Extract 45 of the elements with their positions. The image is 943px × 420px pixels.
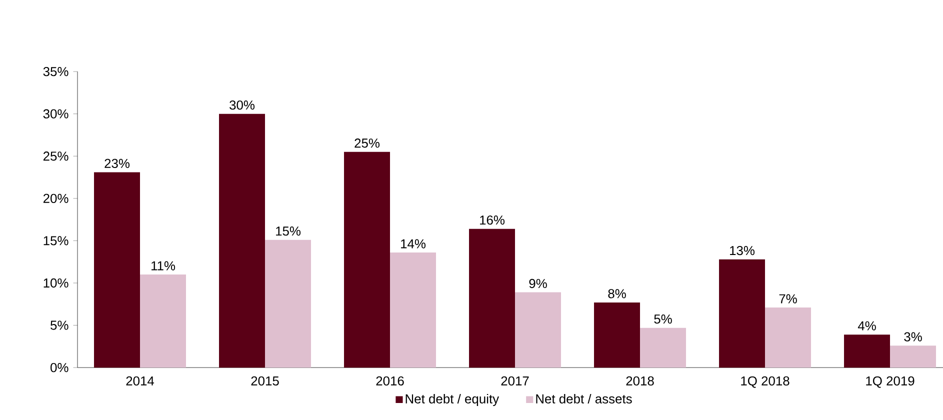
data-label: 11% (152, 261, 176, 270)
x-tick-label: 1Q 2018 (741, 376, 790, 388)
data-label: 3% (904, 332, 922, 342)
y-tick-label: 15% (44, 236, 68, 246)
bar (844, 334, 890, 368)
data-label: 7% (779, 294, 797, 304)
x-tick-label: 2015 (251, 376, 279, 386)
y-tick-label: 20% (43, 194, 68, 204)
x-tick-label: 1Q 2019 (866, 376, 914, 388)
data-label: 9% (529, 278, 547, 288)
bar (390, 252, 436, 368)
legend-label: Net debt / assets (536, 394, 632, 404)
data-label: 13% (730, 246, 755, 256)
bar (719, 259, 766, 368)
bar (94, 172, 140, 368)
bar (469, 228, 516, 368)
data-label: 25% (354, 138, 380, 148)
bar (219, 114, 266, 368)
y-tick-label: 10% (44, 278, 68, 288)
legend-label: Net debt / equity (406, 394, 500, 406)
y-tick-label: 5% (50, 320, 68, 330)
y-tick-label: 35% (43, 66, 68, 76)
data-label: 4% (858, 321, 876, 330)
data-label: 5% (654, 314, 672, 324)
bar (890, 346, 936, 368)
data-label: 23% (104, 158, 130, 168)
x-tick-label: 2018 (626, 376, 654, 386)
bar (515, 292, 562, 368)
bar (265, 240, 312, 368)
bar (594, 302, 640, 368)
bar (640, 328, 686, 368)
bar (344, 152, 390, 368)
data-label: 8% (608, 289, 626, 298)
bar (140, 274, 186, 368)
y-tick-label: 0% (50, 362, 68, 372)
y-tick-label: 25% (43, 152, 68, 161)
data-label: 14% (401, 239, 426, 248)
bar (765, 308, 812, 368)
x-tick-label: 2016 (376, 376, 404, 386)
y-tick-label: 30% (43, 109, 68, 118)
x-tick-label: 2017 (501, 376, 529, 386)
data-label: 15% (276, 226, 301, 236)
data-label: 16% (480, 215, 505, 225)
x-tick-label: 2014 (126, 376, 154, 386)
data-label: 30% (230, 100, 255, 110)
